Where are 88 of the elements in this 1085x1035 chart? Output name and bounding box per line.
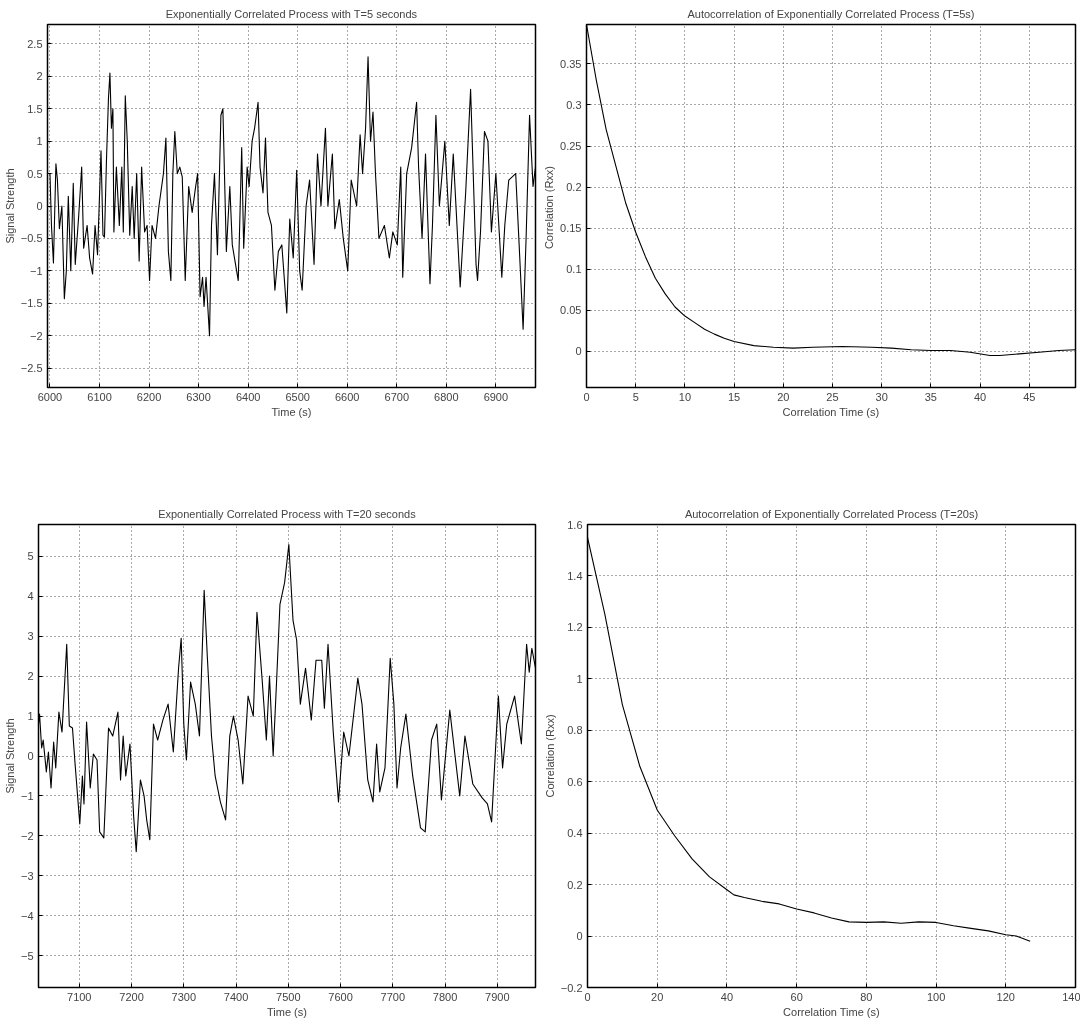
x-axis-title: Correlation Time (s) (783, 1005, 880, 1018)
x-tick-label: 100 (926, 990, 946, 1003)
y-tick-label: 1 (576, 672, 583, 685)
x-tick-label: 80 (860, 990, 873, 1003)
x-tick-label: 6100 (87, 390, 112, 403)
x-tick-label: 6400 (235, 390, 261, 403)
y-tick-label: 0 (575, 345, 582, 358)
y-tick-label: −1.5 (20, 297, 43, 310)
y-tick-label: −4 (20, 909, 34, 922)
x-tick-label: 6900 (483, 390, 509, 403)
x-axis-title: Time (s) (267, 1005, 307, 1018)
chart-title: Exponentially Correlated Process with T=5 seconds (165, 7, 418, 20)
x-tick-label: 45 (1023, 390, 1036, 403)
y-tick-label: 0.35 (560, 57, 582, 70)
chart-title: Autocorrelation of Exponentially Correlated Process (T=20s) (684, 507, 979, 520)
y-tick-label: 1.6 (567, 518, 583, 531)
y-tick-label: 5 (27, 550, 34, 563)
y-tick-label: 3 (27, 630, 34, 643)
y-tick-label: −2 (20, 829, 34, 842)
y-tick-label: 2.5 (27, 37, 43, 50)
y-tick-label: 0.1 (566, 263, 582, 276)
x-tick-label: 35 (924, 390, 937, 403)
chart-title: Autocorrelation of Exponentially Correlated Process (T=5s) (687, 7, 975, 20)
y-tick-label: 4 (27, 590, 34, 603)
y-tick-label: −0.2 (560, 981, 583, 994)
x-axis-title: Time (s) (271, 405, 312, 418)
y-tick-label: −2.5 (20, 362, 43, 375)
x-tick-label: 10 (678, 390, 692, 403)
x-tick-label: 6500 (285, 390, 310, 403)
y-axis-title: Correlation (Rxx) (543, 165, 556, 250)
x-tick-label: 7500 (276, 990, 301, 1003)
x-axis-title: Correlation Time (s) (782, 405, 880, 418)
y-tick-label: 0.3 (566, 98, 582, 111)
y-tick-label: 1.4 (567, 569, 583, 582)
x-tick-label: 6700 (384, 390, 410, 403)
y-tick-label: −0.5 (20, 232, 43, 245)
x-tick-label: 40 (720, 990, 734, 1003)
y-tick-label: 2 (27, 670, 34, 683)
y-tick-label: 0 (27, 750, 34, 762)
x-tick-label: 140 (1062, 990, 1081, 1003)
y-tick-label: −1 (20, 789, 34, 802)
x-tick-label: 7300 (171, 990, 197, 1003)
y-tick-label: 0.15 (560, 222, 582, 235)
x-tick-label: 7600 (328, 990, 353, 1003)
x-tick-label: 120 (996, 990, 1015, 1003)
y-tick-label: 0.8 (567, 724, 583, 737)
y-tick-label: 1.5 (27, 102, 43, 115)
y-axis-title: Signal Strength (3, 168, 16, 244)
x-tick-label: 5 (632, 390, 639, 403)
x-tick-label: 7800 (432, 990, 458, 1003)
y-tick-label: 0.5 (27, 167, 43, 180)
x-tick-label: 20 (651, 990, 664, 1003)
y-axis-title: Signal Strength (3, 718, 16, 794)
y-tick-label: 1.2 (567, 621, 583, 634)
x-tick-label: 6600 (335, 390, 360, 403)
x-tick-label: 0 (584, 990, 591, 1003)
y-tick-label: 0 (576, 930, 583, 943)
x-tick-label: 7700 (380, 990, 406, 1003)
y-tick-label: 2 (36, 70, 43, 83)
x-tick-label: 40 (973, 390, 987, 403)
y-tick-label: 0.4 (567, 827, 583, 840)
y-tick-label: 1 (27, 710, 34, 723)
x-tick-label: 7100 (67, 990, 92, 1003)
x-tick-label: 6000 (37, 390, 63, 403)
x-tick-label: 6200 (136, 390, 162, 403)
x-tick-label: 7900 (485, 990, 510, 1003)
x-tick-label: 6800 (434, 390, 459, 403)
x-tick-label: 30 (875, 390, 888, 403)
y-tick-label: −1 (29, 264, 43, 277)
y-tick-label: 0.05 (560, 304, 582, 317)
y-tick-label: −2 (29, 329, 43, 342)
y-tick-label: 0.6 (567, 775, 583, 788)
y-axis-title: Correlation (Rxx) (543, 714, 556, 798)
x-tick-label: 60 (790, 990, 803, 1003)
y-tick-label: 0 (36, 200, 43, 212)
x-tick-label: 7200 (119, 990, 144, 1003)
y-tick-label: 0.2 (566, 181, 582, 194)
chart-title: Exponentially Correlated Process with T=20 seconds (158, 507, 417, 520)
y-tick-label: 1 (36, 135, 43, 148)
x-tick-label: 20 (777, 390, 790, 403)
x-tick-label: 25 (826, 390, 839, 403)
x-tick-label: 15 (727, 390, 741, 403)
x-tick-label: 7400 (223, 990, 249, 1003)
x-tick-label: 6300 (186, 390, 211, 403)
y-tick-label: −3 (20, 869, 34, 882)
y-tick-label: −5 (20, 949, 34, 962)
y-tick-label: 0.25 (560, 140, 582, 153)
y-tick-label: 0.2 (567, 878, 583, 891)
